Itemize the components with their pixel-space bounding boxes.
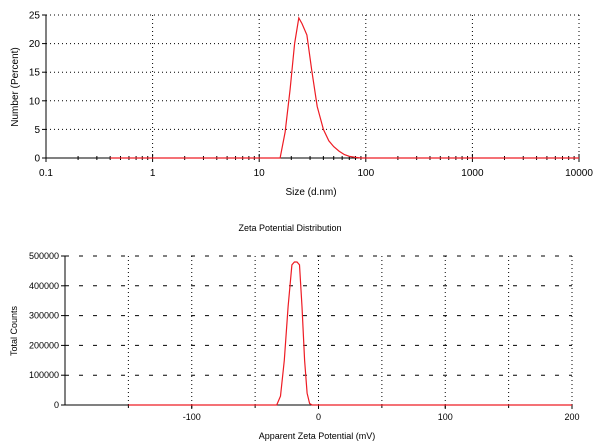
y-tick-label: 100000 (29, 370, 59, 380)
y-axis-title: Number (Percent) (10, 47, 21, 126)
x-tick-label: 10 (254, 168, 266, 179)
x-tick-label: 0 (316, 412, 321, 422)
y-tick-label: 0 (54, 400, 59, 410)
y-axis-title-group: Number (Percent) (10, 47, 21, 126)
y-tick-label: 10 (29, 96, 41, 107)
x-tick-label: 1 (150, 168, 156, 179)
size-distribution-chart: Number (Percent) Size (d.nm) 0.1 1 10 100 10… (10, 11, 593, 199)
series-line-zeta-potential (128, 261, 572, 406)
y-tick-label: 20 (29, 39, 41, 50)
x-axis-title: Apparent Zeta Potential (mV) (259, 431, 376, 441)
x-tick-label: 200 (564, 412, 579, 422)
y-tick-label: 400000 (29, 281, 59, 291)
x-tick-label: -100 (183, 412, 201, 422)
y-tick-label: 200000 (29, 340, 59, 350)
series-line-size-distribution (110, 16, 579, 159)
y-tick-label: 25 (29, 11, 41, 22)
y-tick-label: 300000 (29, 311, 59, 321)
x-tick-label: 100 (357, 168, 374, 179)
x-tick-label: 10000 (565, 168, 593, 179)
x-tick-label: 100 (438, 412, 453, 422)
x-axis-title: Size (d.nm) (285, 187, 336, 198)
y-tick-label: 15 (29, 68, 41, 79)
y-tick-label: 0 (34, 154, 40, 165)
y-tick-label: 500000 (29, 251, 59, 261)
x-tick-label: 1000 (461, 168, 484, 179)
x-tick-label: 0.1 (39, 168, 53, 179)
chart-title: Zeta Potential Distribution (238, 223, 341, 233)
y-axis-title: Total Counts (9, 305, 19, 356)
zeta-potential-chart: Zeta Potential Distribution Total Counts… (9, 223, 580, 441)
y-tick-label: 5 (34, 125, 40, 136)
